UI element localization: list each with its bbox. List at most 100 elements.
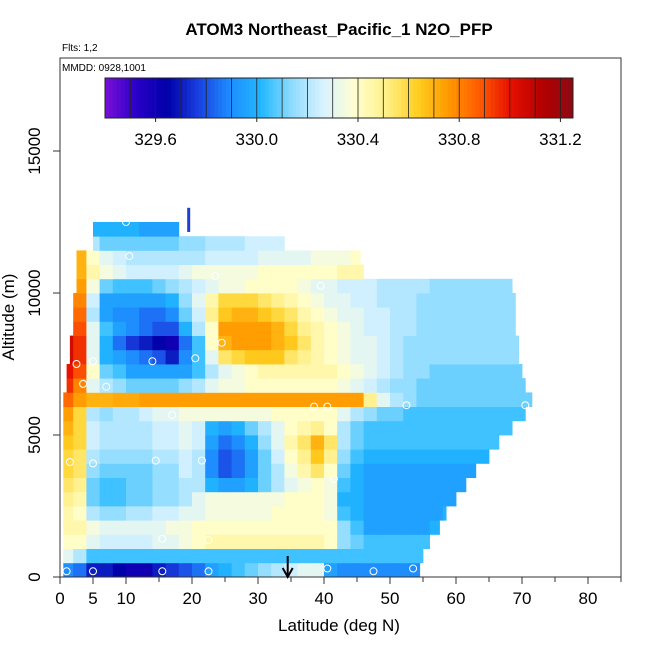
colorbar-segment: [420, 78, 426, 118]
heat-cell: [192, 335, 206, 351]
colorbar-segment: [440, 78, 445, 118]
heat-cell: [390, 364, 404, 379]
heat-cell: [376, 520, 391, 535]
heat-cell: [99, 491, 114, 507]
heat-cell: [99, 278, 114, 294]
heat-cell: [456, 364, 470, 379]
heat-cell: [139, 349, 153, 365]
heat-cell: [218, 534, 232, 549]
heat-cell: [86, 293, 100, 308]
flights-label: Flts: 1,2: [62, 43, 98, 54]
heat-cell: [337, 420, 351, 436]
heat-cell: [363, 420, 378, 436]
heat-cell: [297, 335, 312, 351]
heat-cell: [205, 392, 219, 407]
heat-cell: [297, 278, 312, 294]
heat-cell: [271, 562, 285, 578]
heat-cell: [390, 548, 404, 564]
heat-cell: [205, 406, 219, 422]
heat-cell: [99, 250, 114, 265]
heat-cell: [205, 506, 219, 521]
colorbar-segment: [303, 78, 309, 118]
heat-cell: [337, 392, 351, 407]
heat-cell: [310, 307, 325, 322]
x-axis: 0 5 10 20 30 40 50 60 70 80: [55, 577, 622, 608]
heat-cell: [324, 335, 338, 351]
colorbar-segment: [565, 78, 570, 118]
heat-cell: [231, 392, 246, 407]
heat-cell: [139, 449, 153, 464]
heat-cell: [469, 435, 483, 450]
colorbar-segment: [428, 78, 434, 118]
heat-cell: [205, 278, 219, 294]
heat-cell: [442, 321, 457, 336]
heat-cell: [205, 264, 219, 280]
heat-cell: [284, 264, 298, 280]
heat-cell: [284, 548, 298, 564]
colorbar-segment: [346, 78, 352, 118]
heat-cell: [165, 222, 180, 237]
heat-cell: [139, 406, 153, 422]
heat-cell: [86, 321, 100, 336]
heat-cell: [271, 264, 285, 280]
heat-cell: [508, 406, 523, 422]
heat-cell: [337, 307, 351, 322]
heat-cell: [73, 335, 87, 351]
heat-cell: [63, 534, 74, 549]
heat-cell: [192, 293, 206, 308]
colorbar-segment: [350, 78, 356, 118]
sample-point: [151, 456, 160, 465]
heat-cell: [297, 364, 312, 379]
heat-cell: [363, 506, 378, 521]
heat-cell: [192, 562, 206, 578]
heat-cell: [192, 506, 206, 521]
heat-cell: [126, 477, 140, 493]
heat-cell: [337, 321, 351, 336]
heat-cell: [244, 293, 259, 308]
heat-cell: [284, 321, 298, 336]
heat-cell: [244, 534, 259, 549]
sample-point: [168, 411, 177, 420]
heat-cell: [416, 506, 430, 521]
heat-cell: [86, 250, 100, 265]
heat-cell: [350, 293, 364, 308]
sample-point: [402, 401, 411, 410]
heat-cell: [390, 449, 404, 464]
heat-cell: [178, 307, 193, 322]
heat-cell: [310, 264, 325, 280]
heat-cell: [284, 534, 298, 549]
heat-cell: [508, 349, 520, 365]
heat-cell: [231, 307, 246, 322]
heat-cell: [324, 548, 338, 564]
sample-point: [62, 567, 71, 576]
heat-cell: [337, 534, 351, 549]
heat-cell: [416, 364, 430, 379]
colorbar-segment: [147, 78, 153, 118]
heat-cell: [99, 463, 114, 478]
heat-cell: [310, 491, 325, 507]
heat-cell: [495, 406, 510, 422]
heat-cell: [165, 420, 180, 436]
heat-cell: [258, 236, 272, 251]
heat-cell: [442, 378, 457, 393]
heat-cell: [429, 364, 444, 379]
colorbar-segment: [194, 78, 200, 118]
colorbar-segment: [409, 78, 414, 118]
chart-title: ATOM3 Northeast_Pacific_1 N2O_PFP: [185, 20, 492, 39]
heat-cell: [165, 307, 180, 322]
heat-cell: [482, 364, 496, 379]
heat-cell: [442, 420, 457, 436]
heat-cell: [350, 264, 364, 280]
heat-cell: [363, 335, 378, 351]
heat-cell: [112, 420, 127, 436]
heat-cell: [192, 236, 206, 251]
heat-cell: [350, 477, 364, 493]
heat-cell: [152, 264, 166, 280]
heat-cell: [258, 406, 272, 422]
heat-cell: [76, 264, 87, 280]
colorbar-segment: [522, 78, 527, 118]
heat-cell: [139, 435, 153, 450]
heat-cell: [324, 463, 338, 478]
heat-cell: [152, 449, 166, 464]
heat-cell: [152, 406, 166, 422]
